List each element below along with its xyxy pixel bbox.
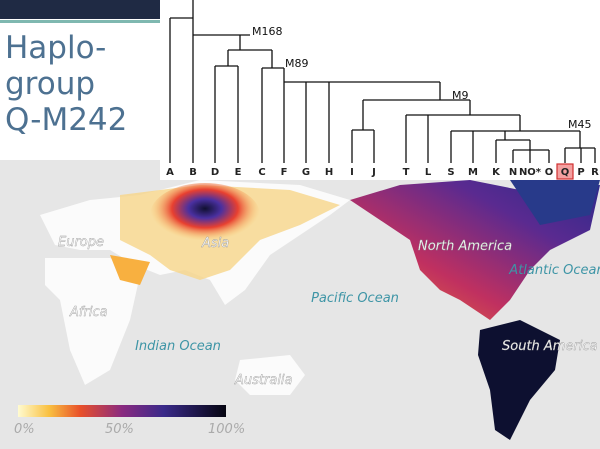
- map-label: Asia: [201, 236, 229, 251]
- header-rule: [0, 20, 165, 23]
- map-label: Australia: [234, 373, 293, 388]
- leaf-label: N: [509, 167, 517, 178]
- title-line: group: [5, 66, 95, 102]
- leaf-label: J: [371, 167, 376, 178]
- leaf-label: T: [403, 167, 410, 178]
- leaf-label: K: [492, 167, 501, 178]
- map-label: South America: [502, 339, 598, 354]
- map-label: Africa: [69, 305, 108, 320]
- leaf-label: B: [189, 167, 197, 178]
- tree-panel: [160, 0, 600, 180]
- leaf-label: O: [545, 167, 554, 178]
- leaf-label: G: [302, 167, 310, 178]
- leaf-label: NO*: [519, 167, 542, 178]
- node-label: M9: [452, 89, 469, 102]
- leaf-labels: A B D E C F G H I J T L S M K N NO* O Q P R: [166, 167, 599, 178]
- node-label: M89: [285, 57, 309, 70]
- header-bar: [0, 0, 165, 19]
- highlight-box: [556, 163, 574, 180]
- map-label: Pacific Ocean: [311, 291, 399, 306]
- leaf-label: F: [281, 167, 288, 178]
- node-label: M168: [252, 25, 283, 38]
- title-line: Q-M242: [5, 102, 127, 138]
- map-label: North America: [418, 239, 512, 254]
- leaf-label: R: [591, 167, 599, 178]
- leaf-label: C: [258, 167, 265, 178]
- map-label: Indian Ocean: [135, 339, 221, 354]
- legend-label: 0%: [14, 422, 35, 437]
- map-label: Atlantic Ocean: [508, 263, 600, 278]
- legend-scale: [18, 405, 226, 417]
- title-line: Haplo-: [5, 30, 106, 66]
- leaf-label: L: [425, 167, 432, 178]
- legend-label: 100%: [208, 422, 245, 437]
- leaf-label: Q: [561, 167, 570, 178]
- map-label: Europe: [58, 235, 104, 250]
- leaf-label: E: [235, 167, 242, 178]
- leaf-label: P: [577, 167, 584, 178]
- legend-label: 50%: [105, 422, 134, 437]
- leaf-label: S: [447, 167, 454, 178]
- leaf-label: M: [468, 167, 478, 178]
- tree-branches: [169, 0, 596, 163]
- continents: [40, 180, 600, 440]
- leaf-label: D: [211, 167, 219, 178]
- node-label: M45: [568, 118, 592, 131]
- leaf-label: I: [350, 167, 354, 178]
- leaf-label: A: [166, 167, 174, 178]
- leaf-label: H: [325, 167, 333, 178]
